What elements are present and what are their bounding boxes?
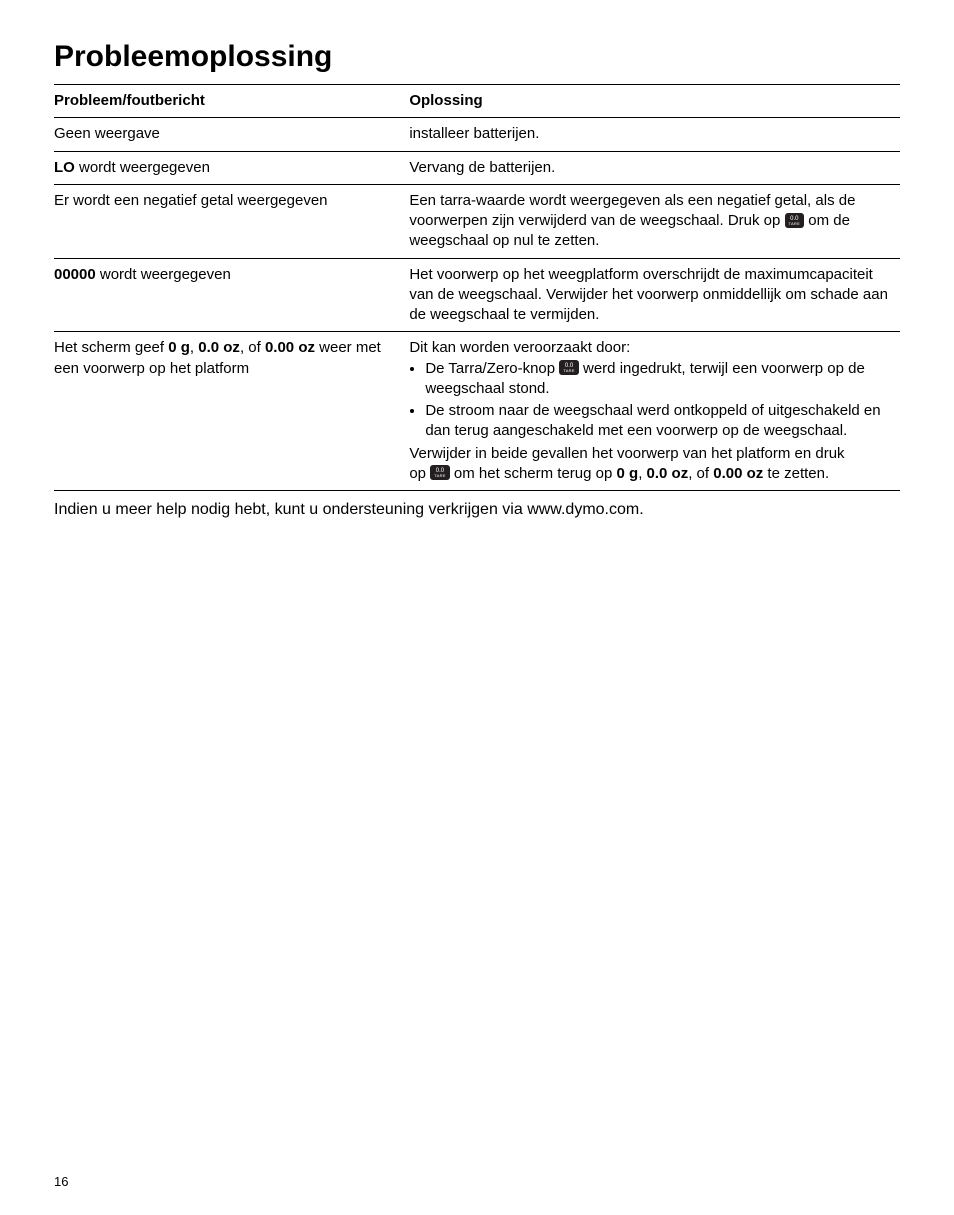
after-bold: 0.00 oz (713, 465, 763, 482)
solution-cell: Dit kan worden veroorzaakt door: De Tarr… (409, 332, 900, 491)
solution-after-2: op 0.0TARE om het scherm terug op 0 g, 0… (409, 464, 894, 484)
problem-mid: , (190, 339, 198, 356)
support-text: Indien u meer help nodig hebt, kunt u on… (54, 501, 900, 519)
table-row: Het scherm geef 0 g, 0.0 oz, of 0.00 oz … (54, 332, 900, 491)
problem-bold: LO (54, 159, 75, 176)
problem-cell: Er wordt een negatief getal weergegeven (54, 184, 409, 258)
table-row: 00000 wordt weergegeven Het voorwerp op … (54, 258, 900, 332)
after-bold: 0 g (617, 465, 639, 482)
table-row: LO wordt weergegeven Vervang de batterij… (54, 151, 900, 184)
solution-intro: Dit kan worden veroorzaakt door: (409, 338, 894, 358)
problem-rest: wordt weergegeven (96, 266, 231, 283)
li-pre: De Tarra/Zero-knop (425, 360, 559, 377)
col-header-solution: Oplossing (409, 85, 900, 118)
list-item: De stroom naar de weegschaal werd ontkop… (425, 401, 894, 442)
after-mid: , (638, 465, 646, 482)
problem-bold: 00000 (54, 266, 96, 283)
after-mid: , of (688, 465, 713, 482)
solution-after-1: Verwijder in beide gevallen het voorwerp… (409, 444, 894, 464)
solution-cell: Vervang de batterijen. (409, 151, 900, 184)
list-item: De Tarra/Zero-knop 0.0TARE werd ingedruk… (425, 359, 894, 400)
tare-icon: 0.0TARE (785, 213, 805, 228)
after-mid: om het scherm terug op (450, 465, 617, 482)
solution-cell: Een tarra-waarde wordt weergegeven als e… (409, 184, 900, 258)
tare-icon: 0.0TARE (559, 360, 579, 375)
table-row: Er wordt een negatief getal weergegeven … (54, 184, 900, 258)
problem-bold: 0.00 oz (265, 339, 315, 356)
after-post: te zetten. (763, 465, 829, 482)
problem-cell: 00000 wordt weergegeven (54, 258, 409, 332)
page-title: Probleemoplossing (54, 40, 900, 74)
problem-bold: 0.0 oz (198, 339, 240, 356)
solution-cell: installeer batterijen. (409, 118, 900, 151)
tare-icon: 0.0TARE (430, 465, 450, 480)
table-row: Geen weergave installeer batterijen. (54, 118, 900, 151)
solution-list: De Tarra/Zero-knop 0.0TARE werd ingedruk… (409, 359, 894, 442)
after-pre: op (409, 465, 430, 482)
after-bold: 0.0 oz (647, 465, 689, 482)
problem-cell: Geen weergave (54, 118, 409, 151)
page-number: 16 (54, 1174, 68, 1189)
problem-cell: Het scherm geef 0 g, 0.0 oz, of 0.00 oz … (54, 332, 409, 491)
problem-mid: , of (240, 339, 265, 356)
problem-rest: wordt weergegeven (75, 159, 210, 176)
troubleshoot-table: Probleem/foutbericht Oplossing Geen weer… (54, 84, 900, 491)
solution-cell: Het voorwerp op het weegplatform oversch… (409, 258, 900, 332)
problem-pre: Het scherm geef (54, 339, 168, 356)
problem-bold: 0 g (168, 339, 190, 356)
problem-cell: LO wordt weergegeven (54, 151, 409, 184)
col-header-problem: Probleem/foutbericht (54, 85, 409, 118)
